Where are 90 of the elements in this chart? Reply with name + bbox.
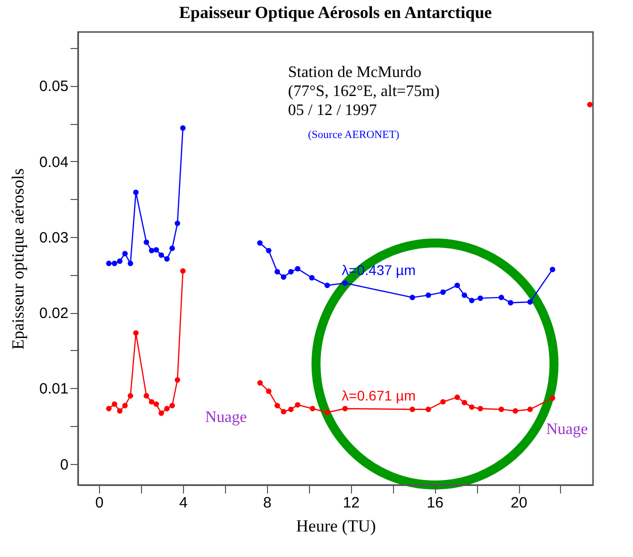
point <box>266 388 272 394</box>
x-tick-label: 8 <box>263 494 272 512</box>
point <box>462 292 468 298</box>
point <box>280 408 286 414</box>
point <box>426 406 432 412</box>
y-tick-label: 0.05 <box>39 78 68 96</box>
point <box>154 247 159 253</box>
x-tick-label: 16 <box>426 494 444 512</box>
point <box>164 406 170 412</box>
point <box>288 269 294 274</box>
point <box>310 406 316 412</box>
annotation: (Source AERONET) <box>308 129 400 141</box>
point <box>342 406 348 412</box>
point <box>454 282 460 288</box>
annotation: 05 / 12 / 1997 <box>288 102 377 119</box>
point <box>587 102 593 108</box>
point <box>112 401 118 407</box>
series-label: λ=0.671 µm <box>342 388 416 404</box>
point <box>128 260 134 266</box>
point <box>550 395 556 401</box>
point <box>133 330 139 336</box>
point <box>169 246 175 252</box>
point <box>527 406 533 412</box>
point <box>469 404 474 410</box>
annotation: Nuage <box>546 421 588 438</box>
point <box>294 266 300 272</box>
point <box>469 298 474 304</box>
point <box>410 294 416 300</box>
point <box>144 240 150 245</box>
x-axis-title: Heure (TU) <box>296 516 376 536</box>
point <box>158 410 164 416</box>
y-tick-label: 0.03 <box>39 229 68 246</box>
y-tick-label: 0.02 <box>39 305 68 322</box>
point <box>266 248 272 254</box>
point <box>274 269 280 274</box>
point <box>280 274 286 280</box>
annotation: Station de McMurdo <box>288 64 422 81</box>
x-tick-label: 0 <box>95 494 104 512</box>
x-tick-label: 4 <box>179 494 188 512</box>
point <box>133 190 139 196</box>
point <box>106 406 112 412</box>
annotation: Nuage <box>205 409 247 426</box>
point <box>122 402 128 408</box>
point <box>117 258 122 264</box>
y-tick-label: 0 <box>60 456 68 474</box>
point <box>342 280 348 286</box>
point <box>257 380 263 386</box>
point <box>257 240 263 246</box>
x-tick-label: 12 <box>342 494 360 512</box>
point <box>454 394 460 400</box>
point <box>164 256 170 262</box>
point <box>148 399 154 405</box>
point <box>512 408 518 414</box>
point <box>462 400 468 406</box>
point <box>508 300 514 306</box>
point <box>122 250 128 256</box>
point <box>440 399 446 405</box>
point <box>158 252 164 258</box>
point <box>294 402 300 408</box>
point <box>550 266 556 272</box>
y-axis-title: Epaisseur optique aérosols <box>8 168 28 350</box>
point <box>154 401 159 407</box>
point <box>498 294 504 300</box>
point <box>478 295 484 301</box>
point <box>498 406 504 412</box>
point <box>144 393 150 398</box>
point <box>527 299 533 305</box>
point <box>180 268 186 274</box>
point <box>324 282 330 288</box>
point <box>478 406 484 412</box>
y-tick-label: 0.01 <box>39 380 68 398</box>
annotation: (77°S, 162°E, alt=75m) <box>288 83 440 100</box>
point <box>128 393 134 398</box>
point <box>174 377 180 383</box>
point <box>180 125 186 131</box>
point <box>410 406 416 412</box>
point <box>274 402 280 408</box>
point <box>174 220 180 226</box>
point <box>112 260 118 266</box>
point <box>426 292 432 298</box>
point <box>288 406 294 412</box>
point <box>117 408 122 414</box>
point <box>106 260 112 266</box>
point <box>309 275 315 281</box>
point <box>169 402 175 408</box>
point <box>324 410 330 416</box>
y-tick-label: 0.04 <box>39 154 68 171</box>
x-tick-label: 20 <box>510 494 528 512</box>
chart-title: Epaisseur Optique Aérosols en Antarctique <box>179 3 492 22</box>
point <box>440 289 446 295</box>
